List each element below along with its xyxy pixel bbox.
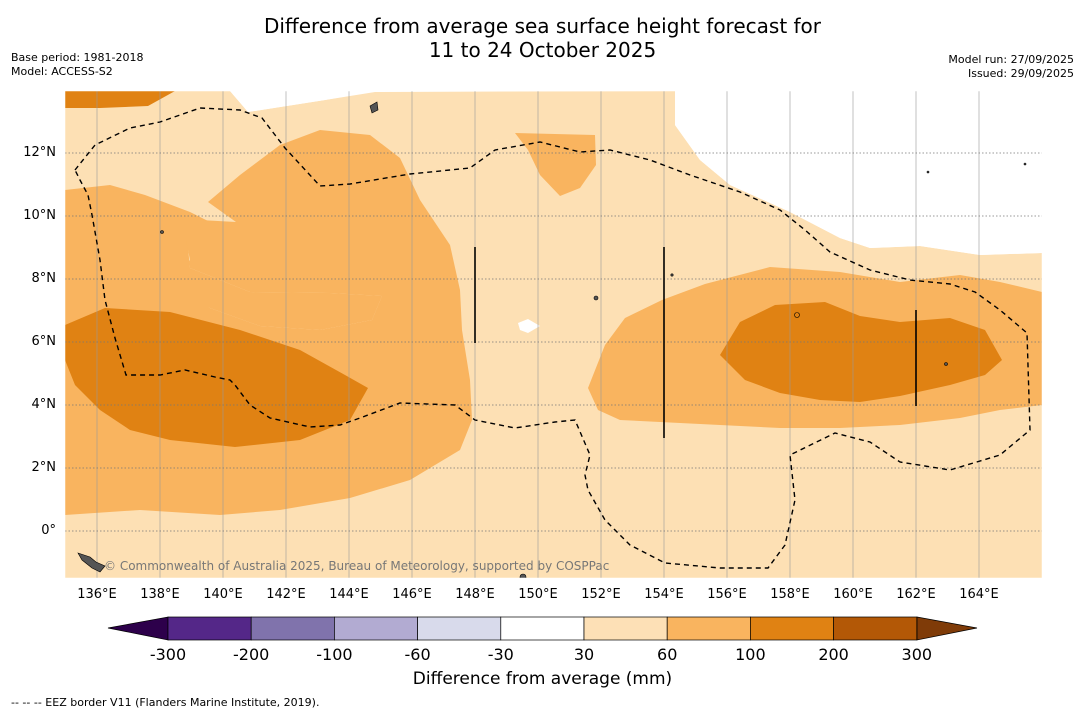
islands [77, 101, 1027, 578]
x-tick-label: 156°E [707, 587, 747, 602]
y-tick-label: 10°N [23, 208, 56, 223]
colorbar-under-triangle [107, 616, 169, 641]
colorbar-tick-label: -100 [316, 645, 353, 664]
colorbar-over-triangle [916, 616, 978, 641]
colorbar-tick-label: -300 [149, 645, 187, 664]
y-tick-label: 4°N [31, 397, 57, 412]
footnote: -- -- -- EEZ border V11 (Flanders Marine… [11, 696, 320, 709]
eez-border [74, 107, 1031, 569]
x-tick-label: 154°E [644, 587, 684, 602]
y-tick-label: 2°N [31, 460, 57, 475]
colorbar-tick-label: -200 [233, 645, 270, 664]
region-below-30mm-northeast [675, 91, 1042, 255]
x-tick-label: 164°E [959, 587, 999, 602]
region-100-200mm-west [65, 308, 368, 447]
x-tick-label: 136°E [77, 587, 117, 602]
meta-left: Base period: 1981-2018 Model: ACCESS-S2 [11, 51, 143, 79]
chart-title: Difference from average sea surface heig… [0, 14, 1085, 62]
model-name: Model: ACCESS-S2 [11, 65, 113, 78]
colorbar-tick-label: 60 [657, 645, 678, 664]
region-below-30mm-small [518, 319, 540, 333]
colorbar-segment [500, 616, 585, 641]
colorbar-segment [583, 616, 668, 641]
x-tick-label: 162°E [896, 587, 936, 602]
x-tick-label: 158°E [770, 587, 810, 602]
y-tick-label: 0° [41, 523, 56, 538]
model-run: Model run: 27/09/2025 [948, 53, 1074, 66]
region-100-200mm-east [720, 302, 1002, 402]
x-tick-label: 144°E [329, 587, 369, 602]
x-tick-label: 142°E [266, 587, 306, 602]
region-100-200mm-north [65, 91, 175, 108]
title-line-2: 11 to 24 October 2025 [428, 38, 657, 62]
colorbar-segment [417, 616, 502, 641]
x-tick-label: 150°E [518, 587, 558, 602]
y-tick-label: 6°N [31, 334, 57, 349]
boundary-markers [474, 247, 917, 438]
colorbar-tick-label: -30 [487, 645, 514, 664]
title-line-1: Difference from average sea surface heig… [263, 14, 822, 38]
colorbar-segment [334, 616, 418, 641]
colorbar-tick-label: 300 [901, 645, 933, 664]
colorbar-segment [250, 616, 335, 641]
x-tick-label: 148°E [455, 587, 495, 602]
colorbar [107, 616, 978, 641]
x-tick-label: 146°E [392, 587, 432, 602]
gridlines [96, 91, 980, 578]
x-tick-label: 160°E [833, 587, 873, 602]
meta-right: Model run: 27/09/2025 Issued: 29/09/2025 [948, 53, 1074, 81]
colorbar-segment [666, 616, 751, 641]
copyright-notice: © Commonwealth of Australia 2025, Bureau… [104, 559, 610, 573]
base-period: Base period: 1981-2018 [11, 51, 144, 64]
issued-date: Issued: 29/09/2025 [967, 67, 1074, 80]
y-tick-label: 8°N [31, 271, 57, 286]
colorbar-tick-label: 200 [818, 645, 849, 664]
colorbar-segment [750, 616, 834, 641]
colorbar-tick-label: 30 [573, 645, 595, 664]
x-tick-label: 140°E [203, 587, 243, 602]
region-below-30mm-northwest [230, 91, 375, 112]
y-tick-label: 12°N [23, 145, 56, 160]
colorbar-tick-label: -60 [404, 645, 431, 664]
colorbar-segment [833, 616, 918, 641]
region-60-100mm-north [515, 133, 596, 196]
colorbar-tick-label: 100 [735, 645, 766, 664]
colorbar-segment [167, 616, 252, 641]
x-tick-label: 138°E [140, 587, 180, 602]
x-tick-label: 152°E [581, 587, 621, 602]
colorbar-title: Difference from average (mm) [412, 669, 673, 689]
